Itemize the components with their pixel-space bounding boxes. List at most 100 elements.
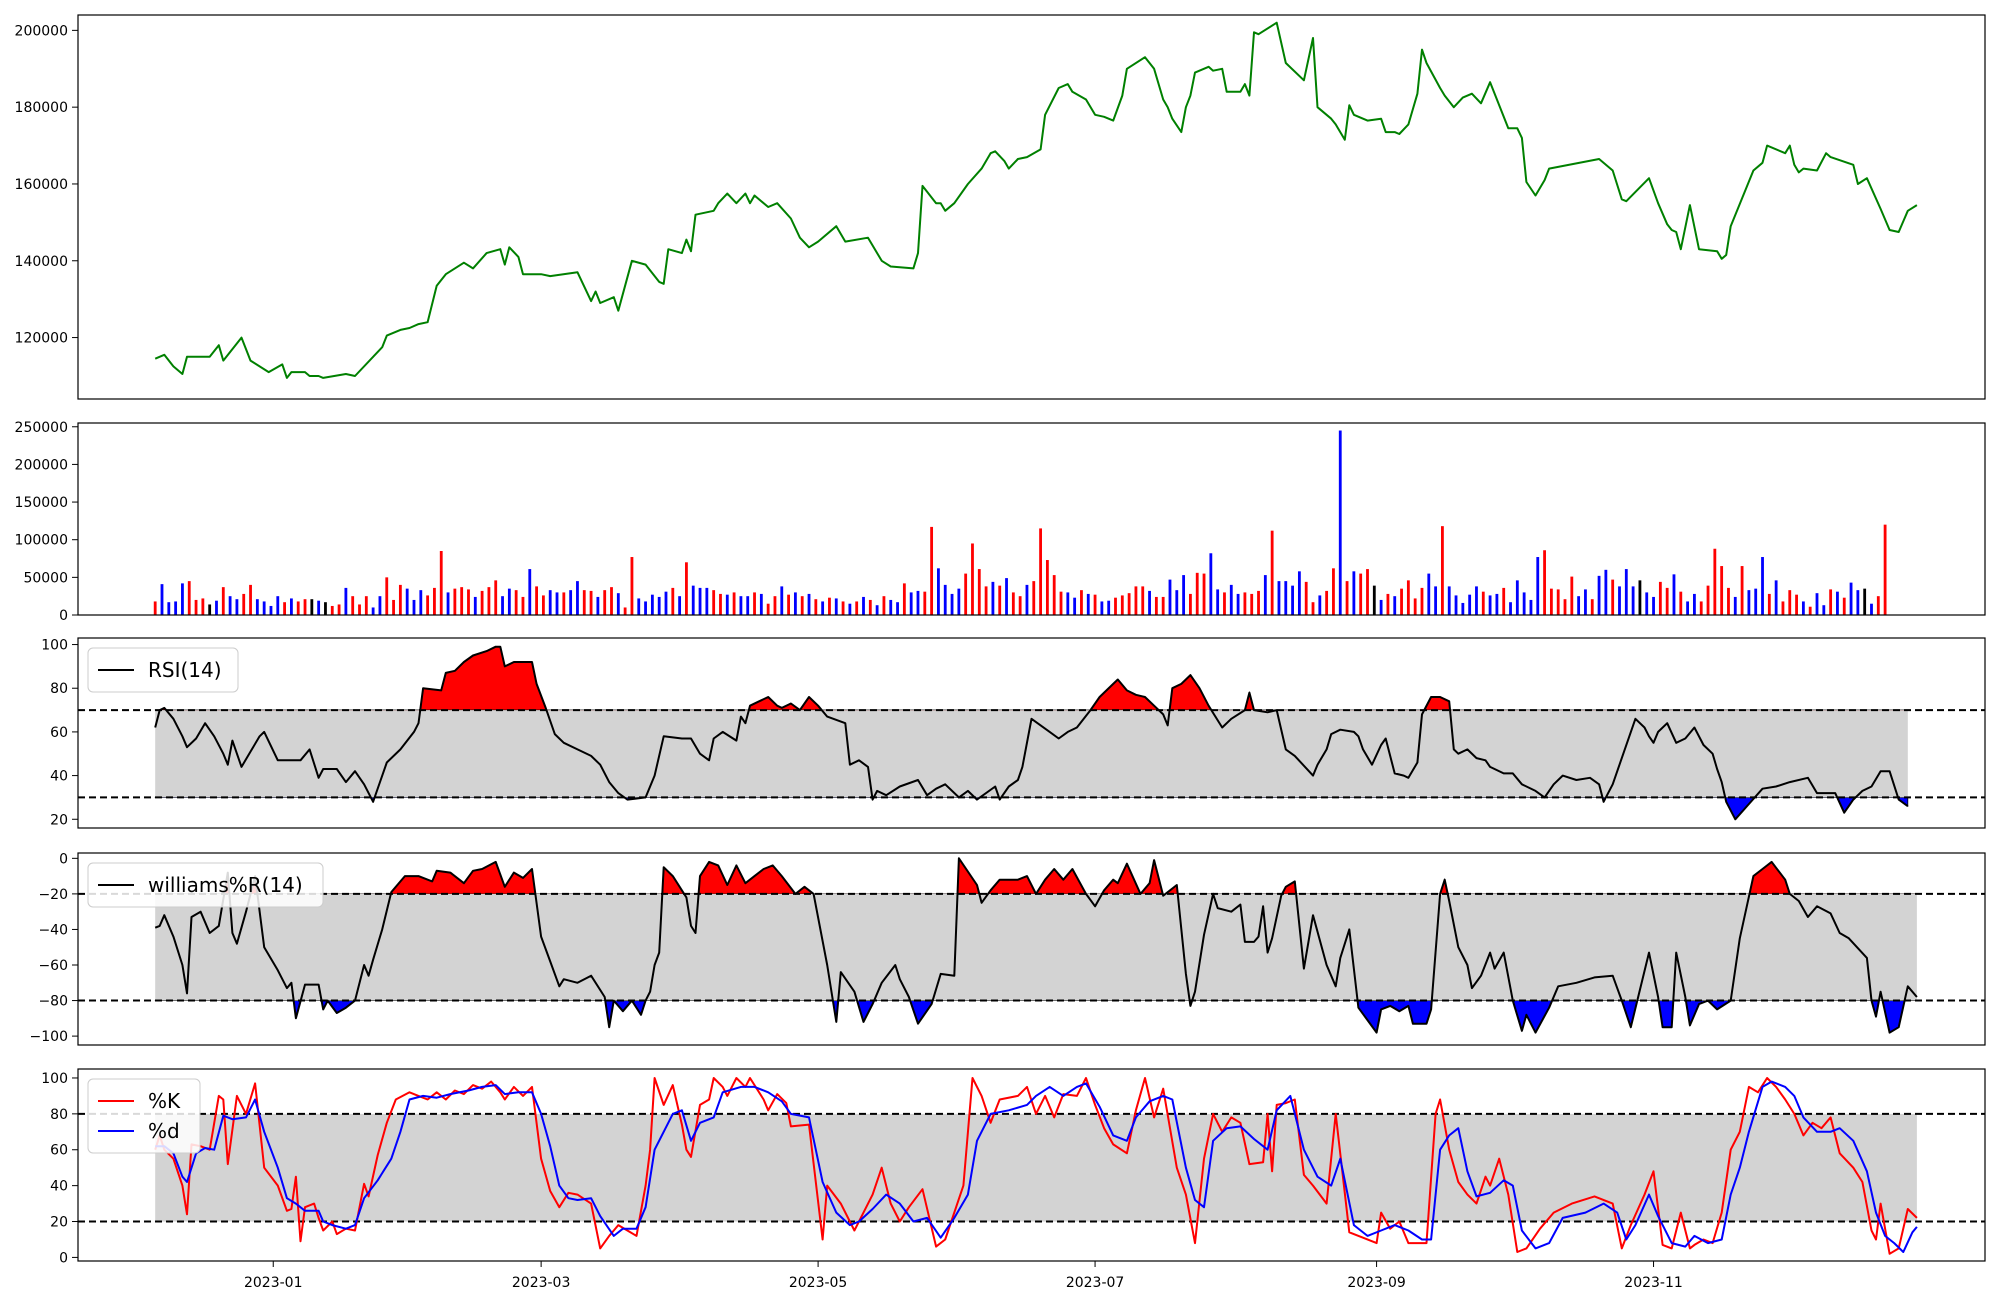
volume-bar xyxy=(1876,596,1880,615)
volume-bar xyxy=(160,584,164,615)
volume-bar xyxy=(623,607,627,615)
volume-bar xyxy=(501,596,504,615)
volume-bar xyxy=(1495,593,1499,615)
volume-bar xyxy=(528,569,532,615)
volume-bar xyxy=(712,590,716,615)
volume-bar xyxy=(535,586,538,615)
volume-bar xyxy=(1073,597,1077,615)
volume-bar xyxy=(385,577,389,615)
volume-bar xyxy=(630,557,634,615)
volume-bar xyxy=(1195,572,1199,615)
volume-bar xyxy=(657,596,661,615)
volume-bar xyxy=(1154,596,1158,615)
volume-bar xyxy=(1577,596,1581,615)
volume-bar xyxy=(1427,573,1431,615)
volume-bar xyxy=(1059,591,1063,615)
volume-bar xyxy=(916,590,920,615)
plot-area xyxy=(78,1077,1985,1255)
volume-bar xyxy=(473,596,477,615)
volume-bar xyxy=(228,596,232,615)
volume-bar xyxy=(1808,606,1812,615)
volume-bar xyxy=(1134,586,1138,615)
legend-label: %d xyxy=(148,1119,180,1143)
volume-bar xyxy=(405,588,409,615)
y-tick-label: 100 xyxy=(41,1071,68,1087)
volume-bar xyxy=(834,598,838,615)
volume-bar xyxy=(1502,587,1506,615)
volume-bar xyxy=(875,605,879,615)
volume-bar xyxy=(1441,526,1444,615)
y-tick-label: 50000 xyxy=(23,570,68,586)
legend: %K %d xyxy=(87,1078,201,1154)
neutral-band xyxy=(155,1113,1917,1222)
volume-bar xyxy=(1216,589,1220,615)
volume-bar xyxy=(1529,599,1533,615)
volume-bar xyxy=(1304,581,1308,615)
volume-bar xyxy=(998,585,1002,615)
volume-bar xyxy=(902,583,906,615)
volume-bar xyxy=(1379,599,1383,615)
legend-box xyxy=(87,647,239,693)
volume-bar xyxy=(1706,585,1710,615)
panel-frame xyxy=(77,852,1986,1046)
volume-bar xyxy=(937,568,940,615)
volume-bar xyxy=(1870,603,1873,615)
panel-rsi: 20 40 60 80 100 RSI(14) xyxy=(41,637,1986,829)
volume-bar xyxy=(1434,586,1438,615)
volume-bar xyxy=(603,590,607,615)
volume-bar xyxy=(1141,586,1145,615)
volume-bar xyxy=(1829,589,1833,615)
volume-bar xyxy=(1856,590,1860,615)
volume-bar xyxy=(991,581,995,615)
y-tick-label: 60 xyxy=(50,1143,68,1159)
volume-bar xyxy=(950,593,954,615)
volume-bar xyxy=(1338,430,1342,615)
volume-bar xyxy=(759,593,763,615)
volume-bar xyxy=(1325,590,1329,615)
volume-bar xyxy=(1018,596,1022,615)
volume-bar xyxy=(562,592,566,615)
volume-bar xyxy=(1801,601,1805,615)
volume-bar xyxy=(303,599,307,615)
volume-bar xyxy=(1100,601,1104,615)
volume-bar xyxy=(324,602,327,615)
volume-bar xyxy=(1039,528,1042,615)
volume-bar xyxy=(746,596,750,615)
volume-bar xyxy=(848,603,852,615)
y-tick-label: 140000 xyxy=(15,254,68,270)
volume-bar xyxy=(1781,601,1785,615)
panel-frame xyxy=(77,14,1986,400)
volume-bar xyxy=(1270,530,1274,615)
volume-bar xyxy=(1250,593,1254,615)
volume-bar xyxy=(215,600,218,615)
volume-bar xyxy=(882,596,886,615)
volume-bar xyxy=(487,587,491,615)
volume-bar xyxy=(439,551,443,615)
volume-bar xyxy=(1883,524,1887,615)
y-tick-label: 120000 xyxy=(15,331,68,347)
volume-bar xyxy=(1345,581,1349,615)
y-tick-label: 40 xyxy=(50,1179,68,1195)
volume-bar xyxy=(480,590,484,615)
volume-bar xyxy=(828,597,831,615)
volume-bar xyxy=(1263,575,1267,615)
volume-bar xyxy=(1611,579,1615,615)
legend: williams%R(14) xyxy=(87,862,324,908)
volume-bar xyxy=(1291,585,1294,615)
volume-bar xyxy=(1788,590,1792,615)
volume-bar xyxy=(276,596,280,615)
volume-bar xyxy=(807,593,811,615)
volume-bar xyxy=(1863,588,1867,615)
volume-bar xyxy=(1543,550,1546,615)
volume-bar xyxy=(1161,596,1165,615)
volume-bar xyxy=(1066,592,1070,615)
volume-bar xyxy=(433,587,436,615)
volume-bar xyxy=(1720,566,1724,615)
volume-bar xyxy=(1604,569,1608,615)
legend-label: RSI(14) xyxy=(148,658,222,682)
volume-bar xyxy=(1318,595,1322,615)
volume-bar xyxy=(392,599,395,615)
volume-bar xyxy=(1284,581,1288,615)
volume-bar xyxy=(773,596,777,615)
